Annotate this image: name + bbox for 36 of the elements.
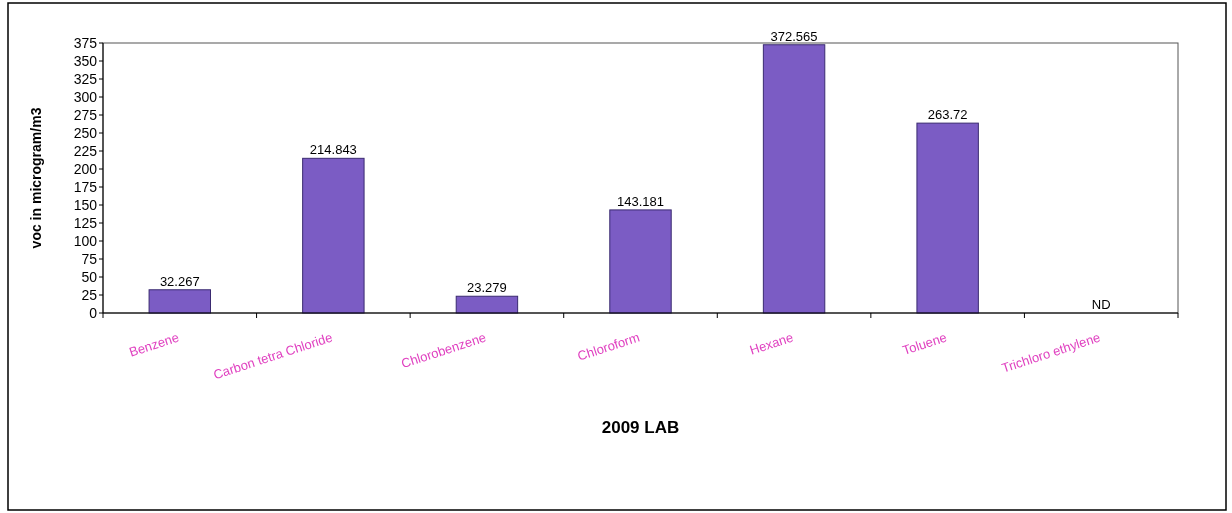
x-tick-label: Hexane (747, 329, 795, 358)
y-tick-label: 200 (73, 160, 98, 177)
bar (455, 295, 519, 314)
data-label: 214.843 (309, 142, 357, 158)
y-tick-label: 375 (73, 34, 98, 51)
y-tick-label: 175 (73, 178, 98, 195)
x-tick-label: Toluene (900, 329, 949, 358)
x-tick-label: Benzene (127, 329, 181, 360)
y-tick-label: 100 (73, 232, 98, 249)
y-axis-title: voc in microgram/m3 (28, 107, 44, 249)
data-label: 23.279 (467, 280, 507, 296)
y-tick-label: 350 (73, 52, 98, 69)
bar (148, 289, 211, 314)
bar (762, 44, 826, 314)
data-label: 263.72 (927, 107, 968, 123)
data-label: 143.181 (617, 193, 664, 209)
y-tick-label: 50 (81, 268, 98, 285)
x-tick-label: Trichloro ethylene (999, 329, 1103, 376)
y-tick-label: 300 (73, 88, 98, 105)
x-axis-title: 2009 LAB (601, 418, 680, 437)
bar (916, 122, 979, 314)
y-tick-label: 75 (81, 250, 98, 267)
data-label: 372.565 (770, 28, 818, 44)
x-tick-label: Carbon tetra Chloride (211, 329, 335, 383)
y-tick-label: 150 (73, 196, 98, 213)
y-tick-label: 250 (73, 124, 98, 141)
bar (302, 157, 365, 314)
y-tick-label: 125 (73, 214, 98, 231)
y-tick-label: 275 (73, 106, 98, 123)
bar (609, 209, 672, 314)
y-tick-label: 0 (89, 304, 98, 321)
y-tick-label: 225 (73, 142, 98, 159)
data-label: 32.267 (159, 273, 200, 289)
y-tick-label: 325 (73, 70, 98, 87)
y-tick-label: 25 (81, 286, 98, 303)
text: ND (1091, 297, 1111, 312)
